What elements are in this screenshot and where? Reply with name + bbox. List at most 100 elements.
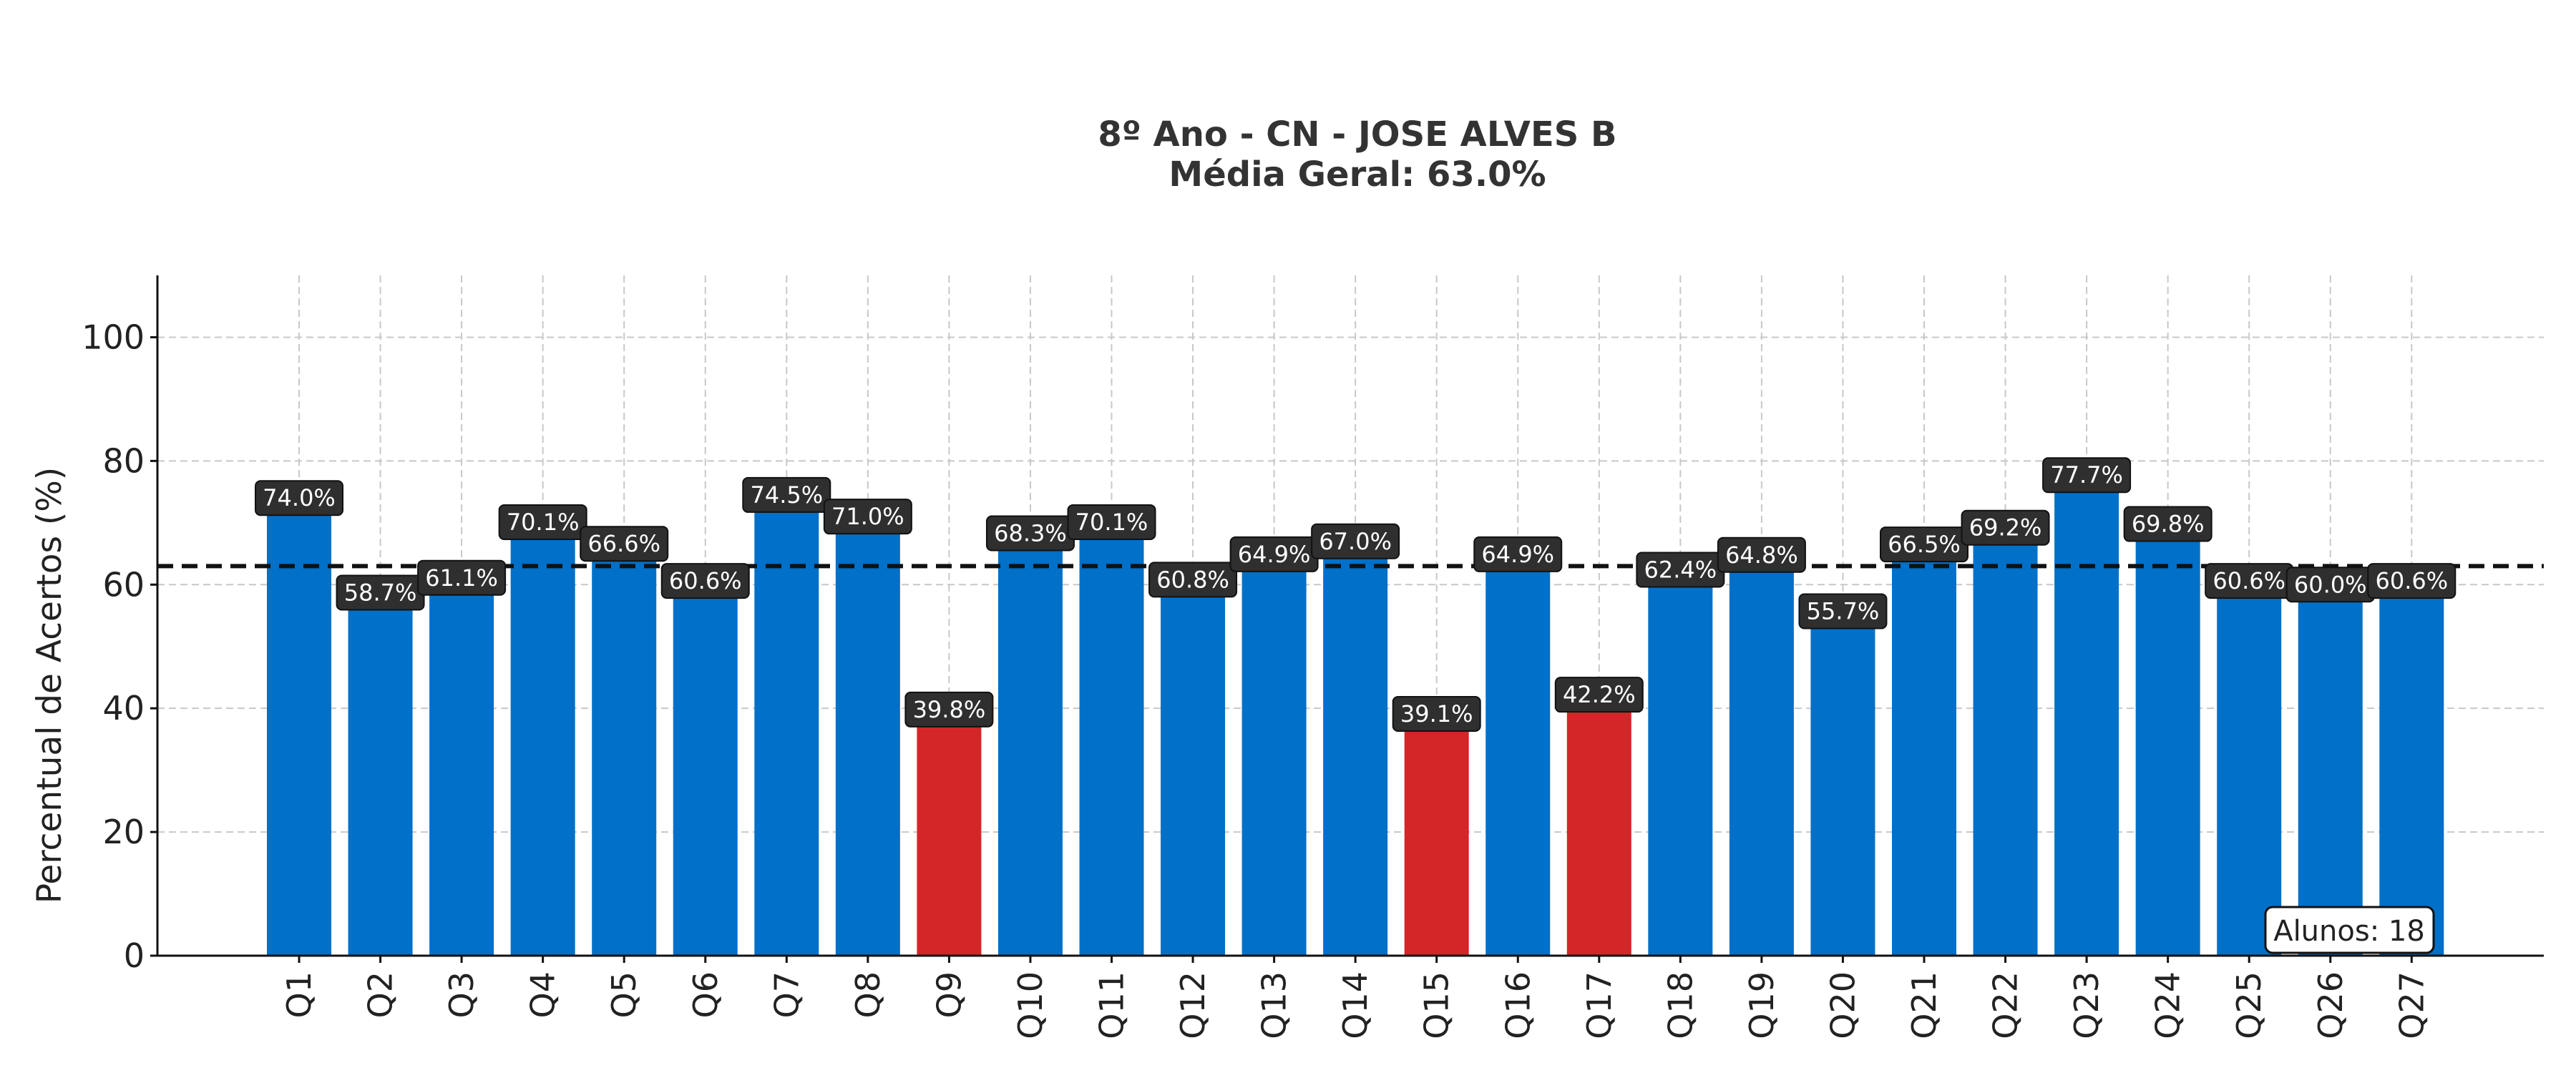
value-label-box [1148,562,1238,598]
value-label-text: 69.2% [1969,514,2042,542]
bar [2298,584,2363,956]
bar [429,577,494,956]
x-tick-label: Q4 [524,971,562,1018]
x-tick-label: Q13 [1255,971,1294,1039]
value-label-text: 67.0% [1319,528,1392,555]
y-tick-label: 80 [102,441,145,480]
value-label-box [2042,457,2132,494]
value-label-box [417,559,507,596]
count-text: Alunos: 18 [2273,915,2425,948]
x-tick-label: Q5 [605,971,643,1018]
x-tick-label: Q10 [1011,971,1050,1039]
x-tick-label: Q16 [1498,971,1537,1039]
bar [754,494,819,956]
bar [2135,524,2200,956]
value-label: 60.6% [2205,563,2294,599]
value-label: 74.0% [255,480,343,516]
value-label: 69.8% [2123,506,2212,542]
y-axis-label: Percentual de Acertos (%) [30,467,69,903]
value-label: 58.7% [336,574,425,611]
value-label: 62.4% [1636,552,1725,588]
value-label: 69.2% [1961,509,2050,546]
value-label-text: 69.8% [2132,511,2205,538]
value-label: 67.0% [1311,523,1400,559]
value-label-text: 74.0% [263,484,336,511]
bar [673,581,738,956]
chart-title: 8º Ano - CN - JOSE ALVES B [1098,114,1616,155]
value-label-text: 60.6% [2375,567,2448,594]
bar [1648,569,1713,956]
x-tick-label: Q23 [2067,971,2106,1039]
bar [592,544,657,956]
value-label: 66.6% [580,526,669,562]
value-label: 74.5% [742,476,831,513]
bar [1729,554,1794,956]
x-tick-label: Q11 [1093,971,1131,1039]
value-label: 61.1% [417,559,507,596]
x-tick-label: Q25 [2230,971,2268,1039]
value-label-text: 70.1% [1075,509,1148,536]
y-tick-label: 40 [102,689,145,727]
x-tick-label: Q1 [280,971,318,1018]
bar [917,709,982,956]
value-label-text: 39.1% [1400,700,1473,727]
value-label-box [1798,593,1888,629]
x-tick-label: Q22 [1986,971,2025,1039]
bar [1241,554,1307,956]
value-label-text: 64.9% [1238,541,1311,568]
value-label: 64.9% [1473,536,1563,572]
value-label-box [255,480,343,516]
x-tick-label: Q26 [2311,971,2350,1039]
value-label: 55.7% [1798,593,1888,629]
value-label-text: 55.7% [1807,597,1880,624]
value-label: 64.9% [1229,536,1319,572]
value-label-box [904,691,994,727]
chart-subtitle: Média Geral: 63.0% [1169,155,1546,195]
bar [348,592,413,956]
bar [2379,581,2444,956]
bar [1404,713,1469,956]
x-tick-label: Q17 [1580,971,1619,1039]
bar [1161,579,1226,956]
tick-labels: 0 20 40 60 80 100 Q1 Q2 Q3 Q4 Q5 Q6 Q7 Q8 Q9 Q10 Q11 Q12 Q… [82,318,2431,1039]
value-label: 60.6% [2367,563,2457,599]
count-box [2264,906,2435,954]
x-tick-label: Q15 [1418,971,1456,1039]
x-tick-label: Q9 [930,971,968,1018]
value-labels: 74.0% 58.7% 61.1% 70.1% 66.6% 60.6% 74.5% 71.0%… [255,457,2457,732]
value-label-box [1717,536,1806,573]
value-label-box [1473,536,1563,572]
x-tick-label: Q2 [361,971,400,1018]
x-tick-label: Q21 [1905,971,1943,1039]
value-label-box [823,499,912,535]
value-label-text: 58.7% [344,579,417,607]
value-label-box [1961,509,2050,546]
value-label-text: 39.8% [913,696,986,723]
value-label-box [742,476,831,513]
x-tick-label: Q18 [1661,971,1699,1039]
value-label: 70.1% [498,504,587,540]
value-label: 60.0% [2285,567,2375,603]
y-tick-label: 20 [102,813,145,851]
value-label-text: 64.9% [1481,541,1554,568]
bar [267,498,331,956]
y-tick-label: 100 [82,318,145,356]
value-label: 60.6% [660,563,750,599]
x-tick-label: Q20 [1823,971,1862,1039]
value-label-text: 42.2% [1563,681,1636,708]
bar [1810,611,1875,956]
value-label-text: 70.1% [507,509,580,536]
x-tick-label: Q19 [1742,971,1781,1039]
value-label-text: 60.8% [1156,566,1229,593]
x-tick-label: Q27 [2392,971,2431,1039]
value-label-text: 60.6% [669,567,742,594]
value-label-text: 60.6% [2212,567,2285,594]
value-label: 39.8% [904,691,994,727]
bar [1079,521,1144,956]
value-label: 71.0% [823,499,912,535]
value-label: 70.1% [1067,504,1156,540]
x-tick-label: Q3 [442,971,481,1018]
value-label-box [2367,563,2457,599]
value-label-text: 64.8% [1725,542,1798,569]
